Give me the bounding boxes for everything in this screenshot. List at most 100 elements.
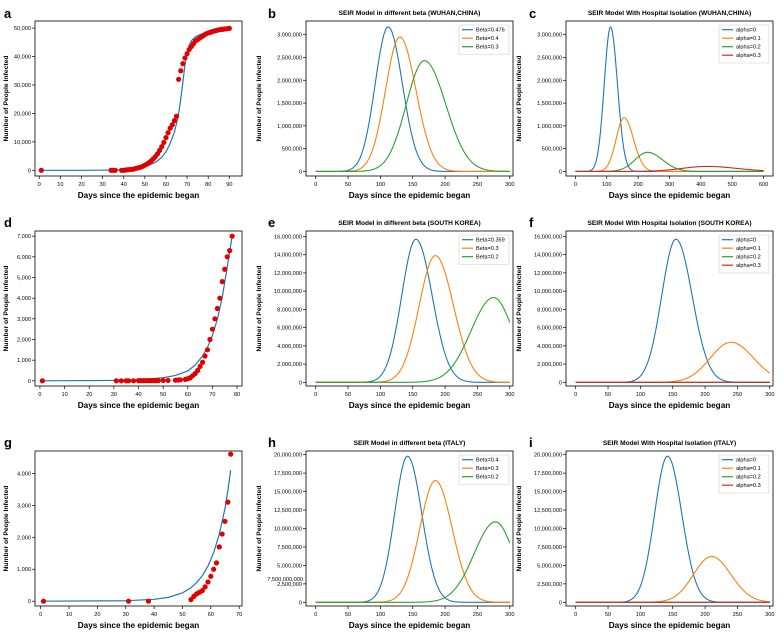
y-tick-label: 2,500,000 <box>277 55 302 61</box>
legend-label: alpha=0 <box>736 458 756 464</box>
chart-title: SEIR Model in different beta (ITALY) <box>354 440 466 447</box>
axes-frame <box>34 20 243 177</box>
x-tick-label: 200 <box>440 392 449 398</box>
y-axis-label: Number of People Infected <box>256 265 263 351</box>
y-tick-label: 1,000 <box>17 358 31 364</box>
y-tick-label: 500,000 <box>282 147 302 153</box>
data-point <box>202 584 208 590</box>
data-point <box>199 588 205 594</box>
series-line-1 <box>575 555 770 603</box>
data-point <box>125 598 132 604</box>
data-point <box>217 295 223 301</box>
panel-label: i <box>529 435 533 450</box>
y-axis-label: Number of People Infected <box>3 265 10 351</box>
legend-box <box>718 454 770 494</box>
y-tick-label: 10,000,000 <box>534 289 562 295</box>
y-tick-label: 4,000,000 <box>537 344 562 350</box>
y-tick-label: 12,500,000 <box>274 508 302 514</box>
x-tick-label: 0 <box>574 392 577 398</box>
y-tick-label: 14,000,000 <box>274 253 302 259</box>
plot-area <box>39 233 235 384</box>
y-axis-label: Number of People Infected <box>3 485 10 571</box>
y-tick-label: 3,000,000 <box>277 33 302 39</box>
y-tick-label: 6,000,000 <box>277 326 302 332</box>
series-line-3 <box>575 165 764 172</box>
chart-title: SEIR Model in different beta (WUHAN,CHIN… <box>339 10 481 17</box>
plot-area <box>38 25 232 173</box>
x-tick-label: 90 <box>226 182 232 188</box>
y-tick-label: 12,500,000 <box>534 508 562 514</box>
legend-label: Beta=0.3 <box>476 466 499 472</box>
y-tick-label: 3,000,000 <box>537 33 562 39</box>
x-tick-label: 70 <box>184 182 190 188</box>
x-tick-label: 50 <box>345 392 351 398</box>
y-axis-label: Number of People Infected <box>256 55 263 141</box>
data-point <box>40 598 47 604</box>
data-point <box>214 305 220 312</box>
legend: Beta=0.476 Beta=0.4 Beta=0.3 <box>458 24 510 55</box>
x-tick-label: 200 <box>700 612 709 618</box>
x-tick-label: 300 <box>505 392 514 398</box>
x-tick-label: 50 <box>160 392 166 398</box>
x-tick-label: 100 <box>636 612 645 618</box>
y-tick-label: 2,500,000 <box>537 582 562 588</box>
legend-label: Beta=0.476 <box>476 28 505 34</box>
axes-frame <box>34 450 243 607</box>
data-point <box>178 68 184 74</box>
x-tick-label: 200 <box>700 392 709 398</box>
x-tick-label: 30 <box>111 392 117 398</box>
fit-line <box>40 470 232 602</box>
y-tick-label: 4,000 <box>17 296 31 302</box>
y-tick-label: 6,000 <box>17 255 31 261</box>
data-point <box>126 378 132 384</box>
legend-label: Beta=0.359 <box>476 238 505 244</box>
y-tick-label: 0 <box>299 380 302 386</box>
x-tick-label: 250 <box>473 612 482 618</box>
y-tick-label: 17,500,000 <box>534 471 562 477</box>
data-point <box>145 598 152 604</box>
x-tick-label: 10 <box>57 182 63 188</box>
panel-label: h <box>268 435 276 450</box>
chart-title: SEIR Model With Hospital Isolation (ITAL… <box>603 440 736 447</box>
y-tick-label: 10,000 <box>14 140 31 146</box>
x-tick-label: 300 <box>765 612 774 618</box>
panel-label: c <box>529 6 536 21</box>
panel-c: c SEIR Model With Hospital Isolation (WUH… <box>516 6 774 200</box>
data-point <box>211 566 217 572</box>
x-tick-label: 200 <box>440 612 449 618</box>
x-tick-label: 40 <box>121 182 127 188</box>
y-tick-label: 2,500,000 <box>537 55 562 61</box>
x-axis-label: Days since the epidemic began <box>78 191 200 200</box>
data-point <box>228 451 234 457</box>
x-tick-label: 0 <box>314 392 317 398</box>
plot-area <box>575 238 771 383</box>
axes-frame <box>34 230 243 387</box>
data-point <box>159 144 165 150</box>
y-axis-label: Number of People Infected <box>256 485 263 571</box>
y-tick-label: 2,000 <box>17 535 31 541</box>
panel-a: a 0 10 20 30 40 50 60 70 80 90 0 10,000 20,000 30,000 4… <box>3 6 243 200</box>
x-tick-label: 40 <box>135 392 141 398</box>
series-line-1 <box>315 36 510 172</box>
x-tick-label: 400 <box>696 182 705 188</box>
x-axis-label: Days since the epidemic began <box>349 621 471 630</box>
y-tick-label: 12,000,000 <box>534 271 562 277</box>
axes-frame <box>305 20 514 177</box>
legend-label: alpha=0.1 <box>736 246 761 252</box>
legend: alpha=0 alpha=0.1 alpha=0.2 alpha=0.3 <box>718 24 770 64</box>
data-point <box>38 167 44 173</box>
plot-area <box>575 455 770 603</box>
x-tick-label: 50 <box>605 612 611 618</box>
y-tick-label: 4,000,000 <box>277 344 302 350</box>
y-tick-label: 2,500,000 <box>277 582 302 588</box>
data-point <box>118 378 124 384</box>
legend-label: alpha=0.2 <box>736 255 761 261</box>
x-tick-label: 0 <box>38 392 41 398</box>
y-tick-label: 1,000,000 <box>537 124 562 130</box>
y-tick-label: 50,000 <box>14 26 31 32</box>
y-tick-label: 7,500,000 <box>277 545 302 551</box>
x-tick-label: 50 <box>179 612 185 618</box>
data-point <box>155 378 161 384</box>
panel-label: f <box>529 215 534 230</box>
y-tick-label: 10,000,000 <box>274 289 302 295</box>
